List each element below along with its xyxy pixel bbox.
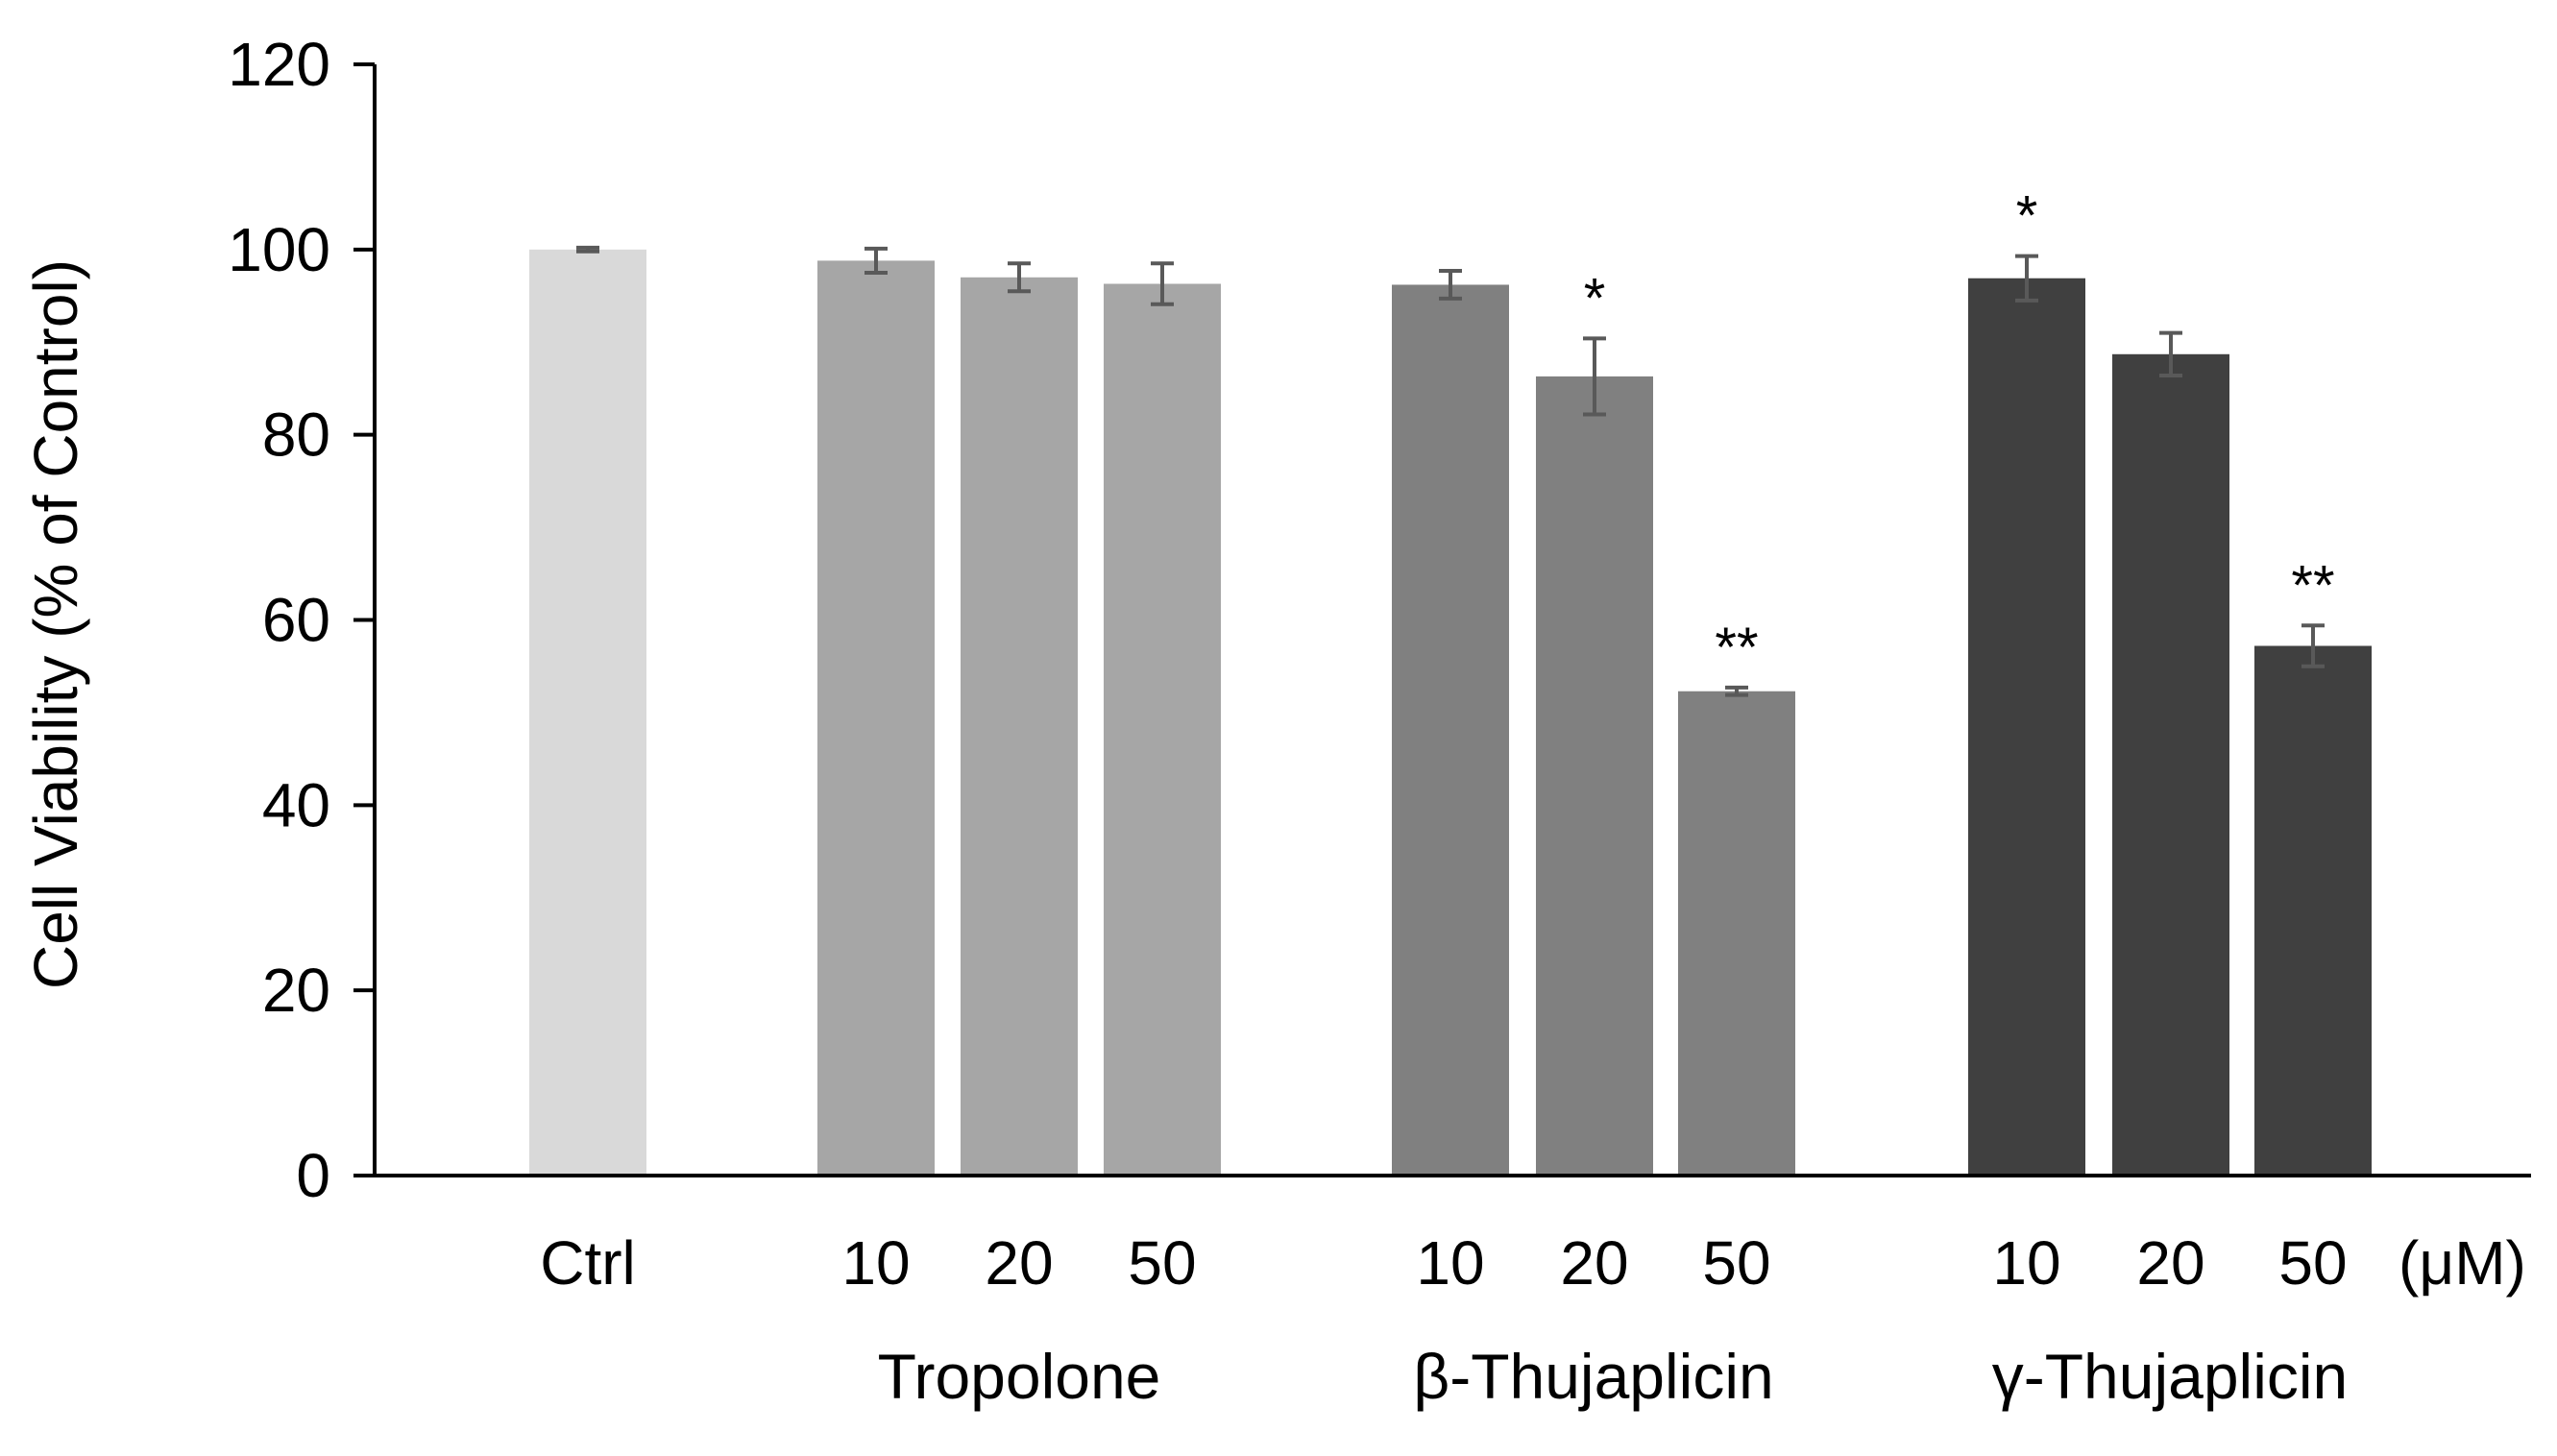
unit-label: (μM) — [2399, 1228, 2526, 1298]
x-category-label: 50 — [1702, 1228, 1770, 1298]
x-category-label: 20 — [985, 1228, 1053, 1298]
x-category-label: 20 — [1560, 1228, 1628, 1298]
x-category-label: 50 — [2278, 1228, 2347, 1298]
bar — [1678, 691, 1795, 1176]
y-tick-label: 0 — [296, 1141, 330, 1210]
y-tick-label: 60 — [262, 586, 330, 655]
bars-layer — [529, 249, 2372, 1177]
x-group-label: Tropolone — [878, 1341, 1161, 1412]
x-category-label: 10 — [1416, 1228, 1484, 1298]
bar — [1392, 284, 1509, 1176]
bar — [1536, 376, 1653, 1176]
bar — [817, 260, 935, 1176]
significance-layer: ****** — [1584, 185, 2335, 679]
significance-marker: * — [1584, 267, 1606, 329]
x-category-label: 10 — [841, 1228, 910, 1298]
y-tick-label: 100 — [228, 215, 330, 284]
y-axis-title: Cell Viability (% of Control) — [21, 259, 90, 989]
y-tick-label: 20 — [262, 956, 330, 1025]
y-ticks-layer: 0 20 40 60 80 100 120 — [228, 30, 375, 1210]
bar — [1968, 278, 2085, 1176]
y-tick-label: 40 — [262, 770, 330, 839]
x-group-label: γ-Thujaplicin — [1992, 1341, 2348, 1412]
significance-marker: * — [2016, 185, 2038, 248]
error-bars-layer — [576, 245, 2325, 697]
bar — [961, 277, 1078, 1177]
x-category-label: Ctrl — [540, 1228, 636, 1298]
x-category-label: 50 — [1128, 1228, 1196, 1298]
bar — [2254, 645, 2372, 1176]
bar — [2112, 353, 2229, 1176]
x-category-label: 20 — [2136, 1228, 2204, 1298]
bar — [1104, 283, 1221, 1176]
x-group-label: β-Thujaplicin — [1413, 1341, 1773, 1412]
significance-marker: ** — [1715, 617, 1758, 679]
significance-marker: ** — [2291, 554, 2334, 617]
y-tick-label: 120 — [228, 30, 330, 99]
x-category-label: 10 — [1992, 1228, 2060, 1298]
x-labels-layer: Ctrl 10 20 50 Tropolone 10 20 50 β-Thujaplicin 10… — [540, 1228, 2348, 1412]
y-tick-label: 80 — [262, 400, 330, 470]
bar — [529, 249, 646, 1176]
